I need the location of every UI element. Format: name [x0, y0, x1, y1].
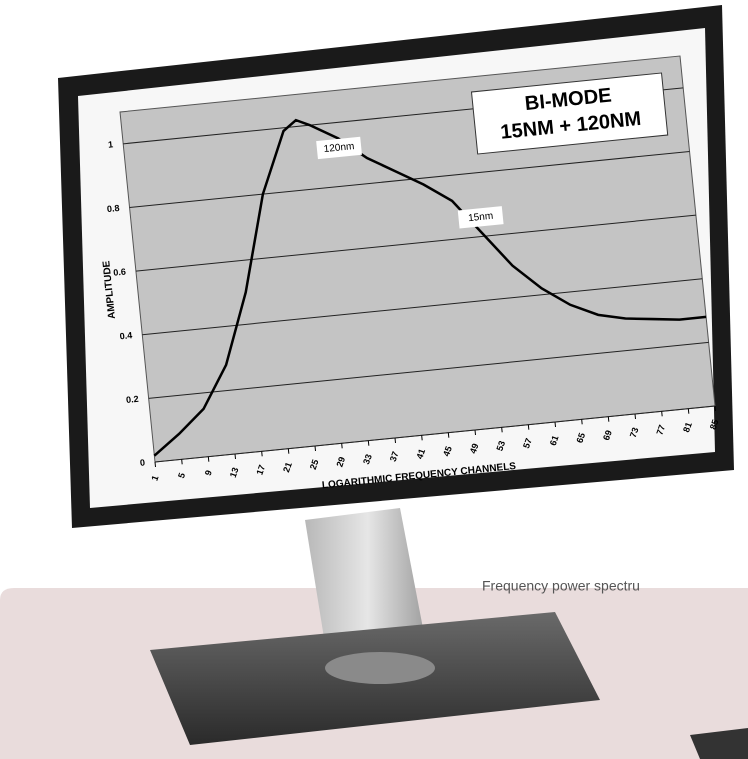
x-tick [474, 429, 477, 436]
x-tick [287, 448, 290, 454]
x-tick-label: 65 [574, 431, 587, 444]
x-tick-label: 5 [176, 471, 187, 479]
x-tick-label: 73 [628, 426, 641, 439]
device-corner [690, 728, 748, 759]
caption: Frequency power spectru [482, 578, 640, 594]
x-tick [314, 445, 317, 452]
annotation: 15nm [468, 211, 494, 224]
x-tick-label: 85 [708, 418, 721, 431]
x-tick [501, 427, 503, 433]
x-tick-label: 17 [254, 463, 267, 476]
title-frame [470, 72, 669, 155]
x-tick-label: 21 [281, 461, 294, 474]
x-tick-label: 33 [361, 453, 374, 466]
annotation-box [457, 206, 504, 229]
x-tick [687, 408, 690, 414]
grid-line [135, 214, 696, 272]
x-tick [154, 461, 157, 468]
x-tick-label: 61 [548, 434, 561, 447]
x-tick-label: 45 [441, 445, 454, 458]
x-tick-label: 13 [228, 466, 241, 479]
x-tick [634, 413, 637, 420]
x-tick-label: 57 [521, 437, 534, 450]
x-tick-label: 49 [468, 442, 481, 455]
x-tick [581, 419, 583, 425]
x-tick-label: 81 [681, 421, 694, 434]
x-tick-label: 29 [334, 455, 347, 468]
x-tick-label: 9 [203, 469, 214, 477]
y-tick-label: 0.4 [119, 330, 132, 341]
x-tick [661, 411, 663, 417]
grid-line [129, 150, 690, 208]
x-tick [207, 456, 210, 462]
y-tick-label: 1 [108, 139, 114, 149]
x-tick-label: 37 [388, 450, 401, 463]
x-tick-label: 53 [494, 439, 507, 452]
x-tick-label: 69 [601, 429, 614, 442]
grid-line [148, 341, 709, 399]
grid-line [154, 405, 716, 463]
x-tick [261, 451, 263, 457]
annotation-box [316, 136, 362, 160]
x-tick [181, 459, 183, 465]
x-tick-label: 1 [149, 474, 160, 482]
x-tick [394, 437, 397, 444]
neck-joint [325, 652, 435, 684]
x-tick-label: 25 [308, 458, 321, 471]
x-tick [607, 416, 610, 422]
x-tick [714, 405, 717, 412]
x-tick [447, 432, 450, 438]
annotation: 120nm [323, 141, 355, 155]
x-tick [527, 424, 530, 430]
x-tick-label: 77 [654, 423, 667, 436]
x-tick [554, 421, 557, 428]
x-tick [234, 453, 237, 460]
y-tick-label: 0.2 [126, 394, 139, 405]
chart: 0 0.2 0.4 0.6 0.8 1 1 5 9 13 17 21 25 29 33 37 41 45 49 53 5… [101, 55, 721, 491]
data-line [153, 118, 707, 457]
x-tick [421, 435, 423, 441]
y-tick-label: 0 [139, 457, 145, 467]
y-tick-label: 0.6 [113, 267, 126, 278]
x-tick-label: 41 [414, 447, 427, 460]
x-tick [367, 440, 370, 446]
x-tick [341, 443, 343, 449]
y-tick-label: 0.8 [106, 203, 119, 214]
